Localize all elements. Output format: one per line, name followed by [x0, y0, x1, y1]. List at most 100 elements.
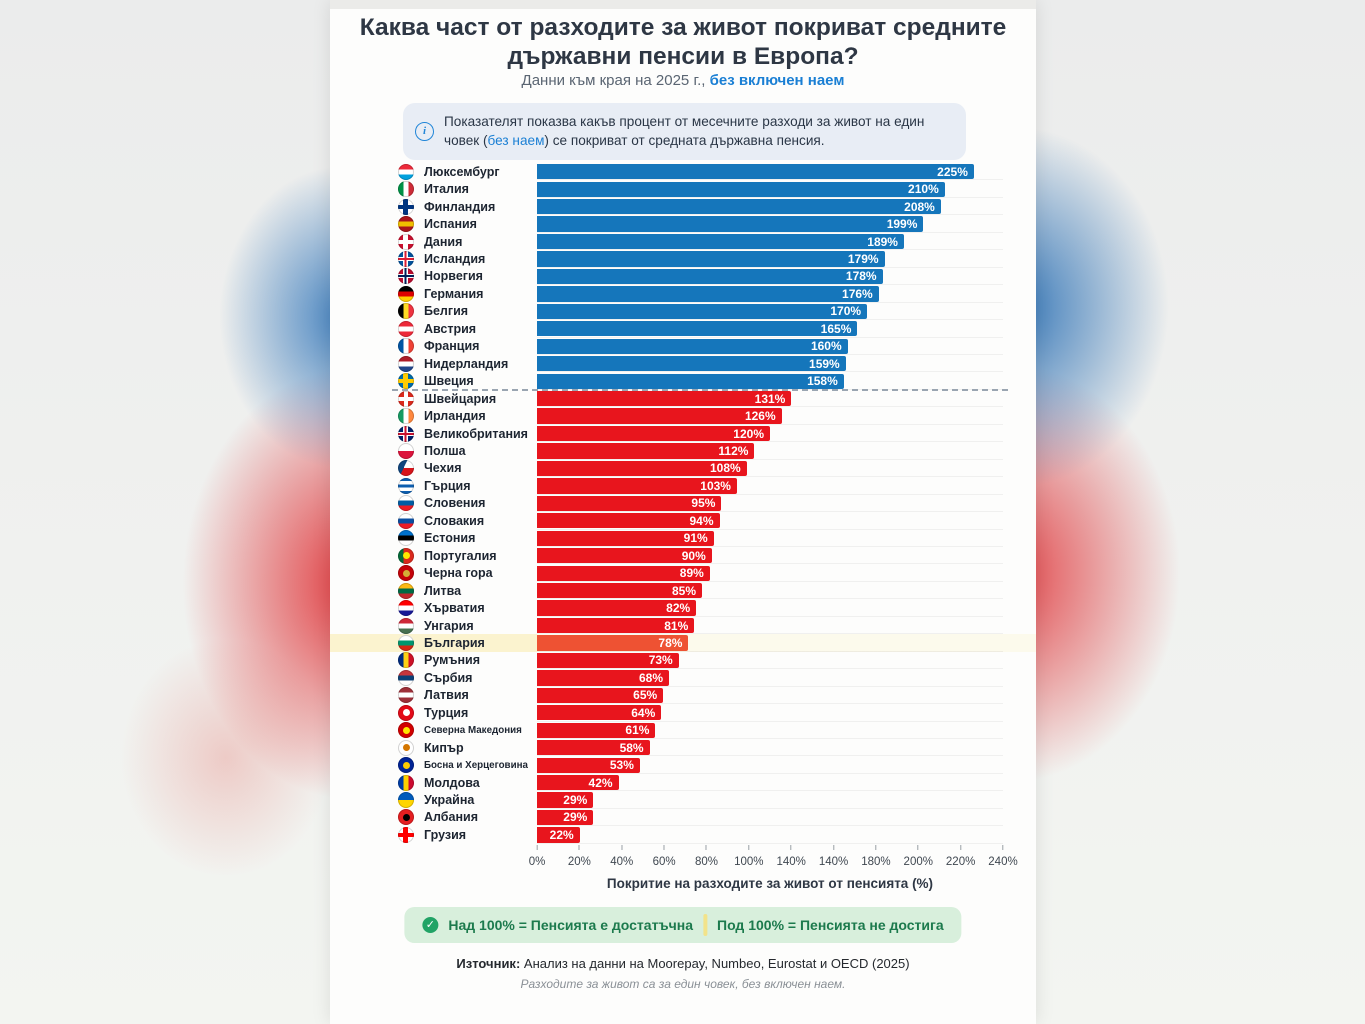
country-label: Исландия [424, 251, 486, 266]
coverage-bar: 91% [537, 530, 714, 546]
bar-track: 81% [537, 617, 1003, 634]
coverage-bar: 53% [537, 757, 640, 773]
flag-icon [398, 600, 414, 617]
tick-mark [621, 845, 623, 850]
x-axis-tick: 20% [568, 845, 591, 870]
coverage-bar: 78% [537, 635, 689, 651]
info-icon: i [415, 121, 434, 141]
country-row: Черна гора 89% [330, 564, 1036, 582]
country-label: Молдова [424, 775, 480, 790]
bar-track: 29% [537, 791, 1003, 808]
flag-emblem [402, 744, 410, 752]
flag-icon [398, 355, 414, 372]
country-label: Белгия [424, 304, 469, 319]
bar-value-label: 165% [820, 321, 852, 336]
bar-track: 178% [537, 268, 1003, 285]
flag-emblem [402, 813, 410, 821]
country-label: Германия [424, 286, 484, 301]
flag-icon [398, 687, 414, 704]
tick-mark [875, 845, 877, 850]
bar-value-label: 170% [830, 304, 862, 319]
country-row: Ирландия 126% [330, 407, 1036, 425]
country-row: Словения 95% [330, 495, 1036, 512]
flag-emblem [402, 726, 410, 734]
country-row: Сърбия 68% [330, 669, 1036, 686]
country-row: Дания 189% [330, 233, 1036, 250]
country-label: Албания [424, 810, 479, 825]
coverage-bar: 179% [537, 251, 885, 267]
bar-value-label: 189% [867, 234, 898, 249]
bar-value-label: 158% [807, 374, 838, 389]
flag-icon [398, 704, 414, 721]
bar-track: 176% [537, 285, 1003, 302]
bar-value-label: 94% [689, 513, 714, 528]
flag-icon [398, 198, 414, 215]
country-row: Нидерландия 159% [330, 355, 1036, 372]
coverage-bar: 199% [537, 216, 924, 232]
infographic-card: Каква част от разходите за живот покрива… [330, 0, 1036, 1024]
bar-value-label: 68% [639, 670, 664, 685]
flag-icon [398, 408, 414, 425]
tick-mark [705, 845, 707, 850]
source-line: Източник: Анализ на данни на Moorepay, N… [330, 956, 1036, 971]
coverage-bar: 29% [537, 809, 594, 826]
flag-icon [398, 477, 414, 494]
country-label: България [424, 635, 485, 650]
flag-icon [398, 338, 414, 355]
bar-value-label: 81% [664, 618, 689, 633]
country-label: Норвегия [424, 269, 483, 284]
background-blur-left [0, 0, 332, 1024]
bar-track: 85% [537, 582, 1003, 599]
bar-track: 61% [537, 722, 1003, 739]
country-row: Латвия 65% [330, 687, 1036, 704]
country-row: Люксембург 225% [330, 163, 1036, 180]
country-row: Унгария 81% [330, 617, 1036, 634]
bar-value-label: 91% [683, 531, 708, 546]
background-blur-right [1034, 0, 1365, 1024]
bar-track: 68% [537, 669, 1003, 686]
bar-value-label: 178% [845, 269, 877, 284]
country-row: Румъния 73% [330, 652, 1036, 669]
tick-label: 100% [734, 856, 764, 868]
country-row: Литва 85% [330, 582, 1036, 599]
coverage-bar: 90% [537, 548, 712, 564]
country-label: Литва [424, 583, 462, 598]
country-label: Словакия [424, 513, 485, 528]
bar-track: 170% [537, 303, 1003, 320]
legend-above-label: Над 100% = Пенсията е достатъчна [448, 917, 693, 933]
bar-track: 199% [537, 215, 1003, 232]
flag-icon [398, 285, 414, 302]
flag-icon [398, 757, 414, 774]
bar-track: 160% [537, 338, 1003, 355]
bar-track: 94% [537, 512, 1003, 529]
country-row: Великобритания 120% [330, 425, 1036, 442]
flag-icon [398, 268, 414, 285]
bar-value-label: 82% [666, 601, 691, 616]
bar-value-label: 61% [625, 723, 650, 738]
coverage-bar: 68% [537, 670, 670, 686]
flag-icon [398, 425, 414, 442]
bar-value-label: 58% [619, 740, 644, 755]
bar-track: 103% [537, 477, 1003, 494]
tick-mark [536, 845, 538, 850]
coverage-bar: 158% [537, 373, 844, 389]
country-row: Швейцария 131% [330, 390, 1036, 407]
bar-track: 78% [537, 634, 1003, 651]
country-label: Румъния [424, 653, 481, 668]
tick-mark [578, 845, 580, 850]
bar-value-label: 64% [631, 705, 656, 720]
country-row: Полша 112% [330, 442, 1036, 459]
country-row: Финландия 208% [330, 198, 1036, 215]
flag-icon [398, 390, 414, 407]
bar-value-label: 53% [609, 758, 634, 773]
country-row: Турция 64% [330, 704, 1036, 721]
bar-value-label: 112% [718, 443, 749, 458]
coverage-bar: 208% [537, 199, 941, 215]
legend-separator [703, 914, 707, 936]
pension-coverage-chart: Люксембург 225% Италия 210% Финландия 208% Исп… [330, 163, 1036, 844]
flag-icon [398, 460, 414, 477]
bar-value-label: 42% [588, 775, 613, 790]
country-row: Гърция 103% [330, 477, 1036, 494]
country-label: Австрия [424, 321, 477, 336]
coverage-bar: 42% [537, 774, 619, 791]
